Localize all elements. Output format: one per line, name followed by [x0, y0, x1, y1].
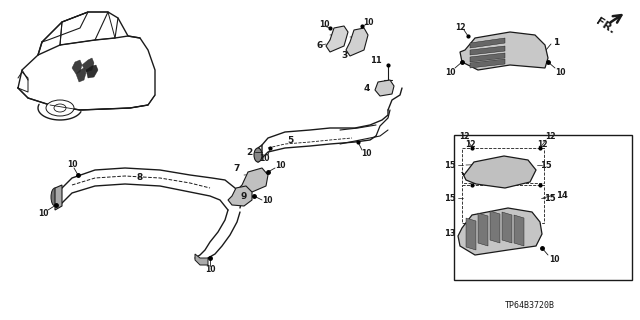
Polygon shape [346, 28, 368, 56]
Text: 10: 10 [319, 20, 329, 28]
Text: FR.: FR. [594, 16, 616, 36]
Bar [462, 148, 544, 183]
Polygon shape [76, 68, 86, 82]
Polygon shape [72, 60, 82, 74]
Text: TP64B3720B: TP64B3720B [505, 301, 555, 310]
Text: 9: 9 [240, 191, 246, 201]
Polygon shape [375, 80, 394, 96]
Polygon shape [502, 212, 512, 243]
Text: 12: 12 [545, 132, 556, 140]
Polygon shape [490, 211, 500, 243]
Text: 15: 15 [544, 194, 556, 203]
Polygon shape [470, 38, 505, 48]
Polygon shape [460, 32, 548, 70]
Text: 3: 3 [341, 51, 347, 60]
Text: 10: 10 [205, 266, 215, 275]
Text: 7: 7 [234, 164, 240, 172]
Text: 11: 11 [371, 55, 382, 65]
Polygon shape [55, 185, 62, 210]
Ellipse shape [254, 148, 262, 162]
Polygon shape [470, 53, 505, 62]
Polygon shape [195, 254, 208, 265]
Text: 5: 5 [287, 135, 293, 145]
Polygon shape [240, 168, 268, 192]
Ellipse shape [46, 100, 74, 116]
Text: 15: 15 [444, 194, 456, 203]
Polygon shape [326, 26, 348, 52]
Text: 10: 10 [445, 68, 455, 76]
Text: 12: 12 [459, 132, 469, 140]
Text: 10: 10 [555, 68, 565, 76]
Text: 10: 10 [259, 154, 269, 163]
Ellipse shape [51, 188, 59, 206]
Polygon shape [86, 65, 98, 78]
Polygon shape [470, 46, 505, 55]
Text: 10: 10 [38, 209, 48, 218]
Polygon shape [82, 58, 94, 72]
Text: 15: 15 [444, 161, 456, 170]
Polygon shape [478, 213, 488, 246]
Polygon shape [458, 208, 542, 255]
Polygon shape [466, 218, 476, 250]
Text: 1: 1 [553, 37, 559, 46]
Text: 14: 14 [556, 190, 568, 199]
Text: 13: 13 [444, 228, 456, 237]
Bar [462, 185, 544, 223]
Text: 12: 12 [455, 22, 465, 31]
Bar [454, 135, 632, 280]
Text: 10: 10 [363, 18, 373, 27]
Text: 10: 10 [548, 254, 559, 263]
Text: 8: 8 [137, 172, 143, 181]
Polygon shape [470, 59, 505, 68]
Text: 6: 6 [317, 41, 323, 50]
Text: 15: 15 [540, 161, 552, 170]
Text: 2: 2 [246, 148, 252, 156]
Polygon shape [514, 215, 524, 246]
Text: 12: 12 [537, 140, 547, 148]
Polygon shape [228, 186, 252, 206]
Polygon shape [462, 156, 536, 188]
Text: 10: 10 [361, 148, 371, 157]
Text: 10: 10 [262, 196, 272, 204]
Text: 12: 12 [465, 140, 476, 148]
Text: 4: 4 [364, 84, 370, 92]
Text: 10: 10 [67, 159, 77, 169]
Text: 10: 10 [275, 161, 285, 170]
